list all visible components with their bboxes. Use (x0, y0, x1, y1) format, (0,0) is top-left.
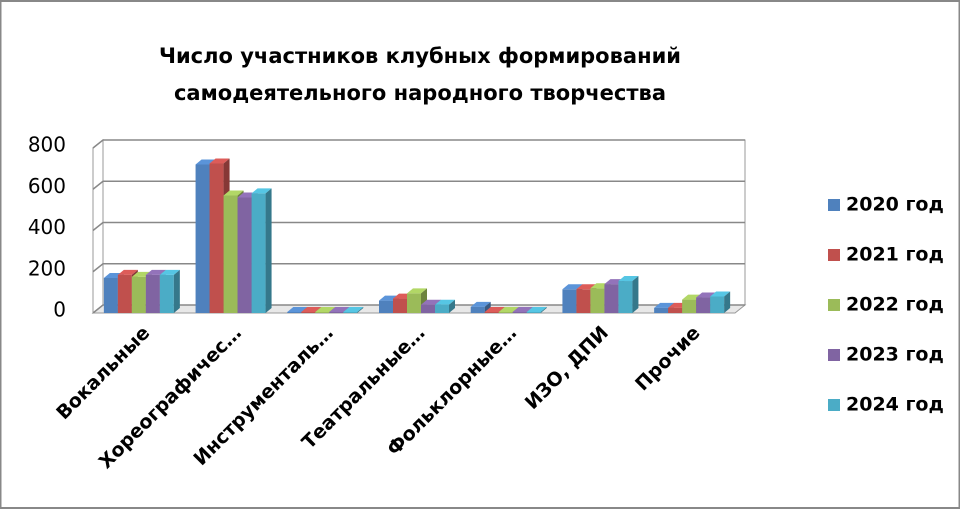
bar-front (223, 195, 238, 313)
bar-front (618, 281, 633, 313)
bar-front (103, 277, 118, 313)
bar-top (654, 302, 675, 308)
grid-line (92, 221, 745, 232)
legend-swatch (828, 299, 840, 311)
bar (343, 306, 364, 313)
bar-top (209, 158, 230, 164)
y-tick-label: 0 (53, 298, 66, 322)
bar-side (632, 276, 639, 313)
bar-top (526, 306, 547, 312)
bar-top (287, 306, 308, 312)
bar-top (421, 299, 441, 305)
bar-top (315, 306, 336, 312)
bar-front (512, 311, 527, 313)
bar-top (618, 276, 639, 282)
bar-front (301, 311, 316, 313)
bar (470, 301, 491, 313)
bar-front (590, 288, 605, 313)
bar-top (251, 188, 272, 194)
bar-top (223, 190, 244, 196)
bar-top (562, 284, 583, 290)
bar-side (449, 299, 455, 313)
bar-top (512, 306, 533, 312)
bar-top (470, 301, 491, 307)
bar-top (117, 269, 138, 275)
bar-top (710, 291, 731, 297)
bar-front (526, 311, 541, 313)
bar-front (421, 304, 435, 313)
legend-swatch (828, 249, 840, 261)
y-tick-label: 800 (28, 133, 66, 157)
y-tick-label: 400 (28, 215, 66, 239)
bar-top (435, 299, 455, 305)
bar-side (724, 291, 731, 313)
bar-front (251, 193, 266, 313)
bar-front (710, 296, 725, 313)
bar-front (696, 297, 711, 313)
bar-front (435, 304, 449, 313)
bar-top (343, 306, 364, 312)
legend-label: 2024 год (846, 394, 944, 416)
bar-front (131, 276, 146, 313)
legend-swatch (828, 399, 840, 411)
legend-label: 2023 год (846, 344, 944, 366)
bar (710, 291, 731, 313)
bar-top (484, 306, 505, 312)
bar-front (287, 311, 302, 313)
bar-front (654, 307, 669, 313)
bar-top (159, 269, 180, 275)
bar-front (668, 307, 683, 313)
y-tick-label: 200 (28, 256, 66, 280)
legend-label: 2022 год (846, 294, 944, 316)
y-tick-label: 600 (28, 174, 66, 198)
legend-label: 2020 год (846, 194, 944, 216)
bar-front (484, 311, 499, 313)
grid-line (92, 263, 745, 273)
bar-front (576, 289, 591, 313)
bar-front (209, 163, 224, 313)
bar-front (393, 298, 407, 313)
bar-top (498, 306, 519, 312)
legend-swatch (828, 199, 840, 211)
bar-front (237, 197, 252, 313)
legend-swatch (828, 349, 840, 361)
bar-front (145, 274, 160, 313)
bar-front (195, 164, 210, 313)
bar-side (357, 306, 364, 313)
bar-front (407, 293, 421, 313)
bar (251, 188, 272, 313)
bar-front (159, 274, 174, 313)
bar-side (265, 188, 272, 313)
bar-top (145, 269, 166, 275)
bar-front (379, 300, 393, 313)
bar (435, 299, 455, 313)
bar (159, 269, 180, 313)
chart-title: Число участников клубных формирований (159, 44, 681, 68)
bar-front (470, 306, 485, 313)
bar (526, 306, 547, 313)
bar-front (315, 311, 330, 313)
bar-top (301, 306, 322, 312)
bar-front (117, 274, 132, 313)
bar-front (604, 284, 619, 313)
legend-label: 2021 год (846, 244, 944, 266)
bar-front (329, 311, 344, 313)
bar (618, 276, 639, 313)
bar-side (173, 269, 180, 313)
bar-top (329, 306, 350, 312)
chart-title: самодеятельного народного творчества (174, 81, 666, 105)
bar-front (562, 289, 577, 313)
grid-line (92, 139, 745, 149)
bar-side (484, 301, 491, 313)
grid-line (92, 304, 745, 314)
bar-front (343, 311, 358, 313)
bar-side (540, 306, 547, 313)
bar-front (682, 299, 697, 313)
grid-line (92, 180, 745, 190)
bar-front (498, 311, 513, 313)
bar-top (407, 288, 427, 294)
